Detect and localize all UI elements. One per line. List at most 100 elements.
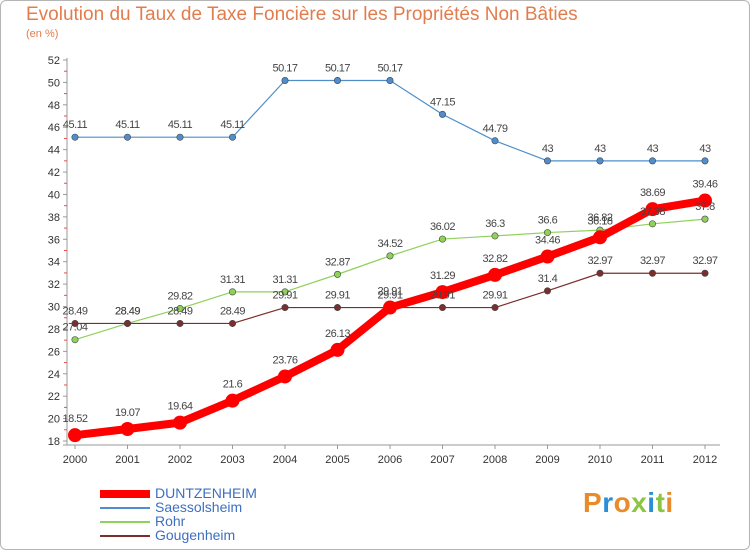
data-label: 36.3 (485, 218, 505, 230)
data-point (71, 319, 79, 327)
legend-swatch (100, 490, 150, 498)
data-point (383, 300, 397, 315)
data-label: 32.97 (587, 255, 612, 267)
data-point (491, 304, 499, 312)
data-point (333, 77, 341, 85)
y-tick-label: 40 (48, 189, 60, 201)
y-tick-label: 38 (48, 212, 60, 224)
data-point (281, 77, 289, 85)
axes: 18 20 22 24 26 28 30 32 34 36 38 40 42 44 46 48 50 52 2000… (48, 55, 720, 466)
y-tick-label: 30 (48, 302, 60, 314)
legend-label: Saessolsheim (155, 499, 243, 515)
data-point (386, 77, 394, 85)
y-tick-label: 32 (48, 279, 60, 291)
x-tick-label: 2011 (641, 454, 665, 466)
y-tick-label: 52 (48, 55, 60, 67)
x-tick-label: 2005 (325, 454, 349, 466)
data-label: 43 (647, 143, 659, 155)
data-label: 39.46 (692, 179, 717, 191)
data-label: 31.29 (430, 270, 455, 282)
data-point (593, 230, 607, 245)
legend-label: Rohr (155, 513, 186, 529)
x-tick-label: 2009 (535, 454, 559, 466)
data-point (176, 319, 184, 327)
data-point (176, 133, 184, 141)
x-tick-label: 2004 (273, 454, 297, 466)
data-label: 18.52 (62, 413, 87, 425)
logo-letter: i (665, 487, 674, 518)
data-label: 50.17 (272, 63, 297, 75)
chart-unit: (en %) (26, 28, 59, 40)
data-point (648, 157, 656, 165)
data-label: 43 (699, 143, 711, 155)
data-label: 43 (542, 143, 554, 155)
data-label: 29.91 (430, 290, 455, 302)
data-label: 50.17 (325, 63, 350, 75)
data-label: 45.11 (63, 119, 88, 131)
data-label: 32.87 (325, 256, 350, 268)
data-label: 29.91 (377, 286, 402, 298)
data-label: 44.79 (482, 123, 507, 135)
data-point (229, 288, 237, 296)
data-point (124, 133, 132, 141)
data-point (438, 235, 446, 243)
data-point (701, 157, 709, 165)
x-tick-label: 2008 (483, 454, 507, 466)
logo-letter: i (647, 487, 656, 518)
data-point (491, 232, 499, 240)
data-label: 43 (594, 143, 606, 155)
data-label: 36.82 (587, 212, 612, 224)
data-label: 31.4 (538, 273, 558, 285)
logo-letter: r (602, 487, 614, 518)
data-label: 45.11 (115, 119, 140, 131)
data-label: 34.52 (377, 238, 402, 250)
data-point (491, 137, 499, 145)
x-tick-label: 2002 (168, 454, 192, 466)
y-tick-label: 34 (48, 257, 60, 269)
data-point (281, 304, 289, 312)
data-point (543, 287, 551, 295)
data-label: 23.76 (272, 354, 297, 366)
data-point (333, 304, 341, 312)
data-label: 50.17 (377, 63, 402, 75)
data-label: 32.97 (692, 255, 717, 267)
data-label: 27.04 (62, 322, 87, 334)
data-label: 26.13 (325, 328, 350, 340)
data-label: 45.11 (220, 119, 245, 131)
y-tick-label: 28 (48, 324, 60, 336)
data-point (543, 229, 551, 237)
x-tick-label: 2000 (63, 454, 87, 466)
data-label: 32.97 (640, 255, 665, 267)
data-point (698, 193, 712, 208)
data-label: 31.31 (220, 274, 245, 286)
legend-swatch (100, 521, 150, 523)
data-label: 32.82 (482, 253, 507, 265)
chart-title: Evolution du Taux de Taxe Foncière sur l… (26, 4, 578, 25)
data-point (543, 157, 551, 165)
data-point (225, 393, 240, 408)
data-point (278, 369, 292, 384)
y-tick-label: 36 (48, 234, 60, 246)
data-label: 29.91 (377, 290, 402, 302)
data-point (120, 422, 135, 437)
data-label: 31.31 (272, 274, 297, 286)
data-label: 38.69 (640, 187, 665, 199)
y-tick-label: 24 (48, 369, 60, 381)
data-point (386, 252, 394, 260)
series-layer (68, 77, 712, 443)
data-label: 36.6 (538, 215, 558, 227)
y-tick-label: 20 (48, 414, 60, 426)
legend-swatch (100, 507, 150, 509)
x-tick-label: 2006 (378, 454, 402, 466)
legend-label: Gougenheim (155, 527, 236, 543)
proxiti-logo: Proxiti (583, 487, 674, 519)
data-point (648, 269, 656, 277)
logo-letter: P (583, 487, 603, 518)
logo-letter: x (631, 487, 648, 518)
data-point (68, 428, 82, 443)
data-label: 28.49 (115, 305, 140, 317)
data-point (173, 415, 187, 430)
data-label: 36.02 (430, 221, 455, 233)
data-point (229, 133, 237, 141)
data-label: 29.91 (325, 290, 350, 302)
